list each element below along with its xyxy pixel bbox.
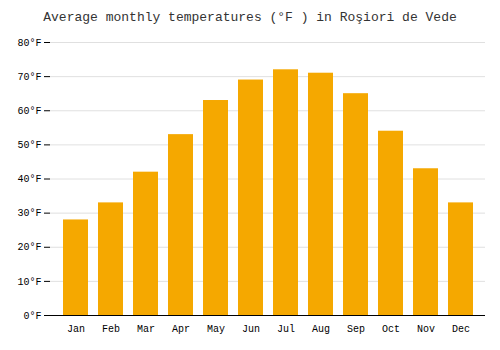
svg-text:Nov: Nov bbox=[417, 324, 435, 335]
svg-text:40°F: 40°F bbox=[17, 174, 41, 185]
svg-text:70°F: 70°F bbox=[17, 72, 41, 83]
svg-text:Jun: Jun bbox=[242, 324, 260, 335]
svg-text:60°F: 60°F bbox=[17, 106, 41, 117]
svg-text:80°F: 80°F bbox=[17, 38, 41, 49]
svg-text:50°F: 50°F bbox=[17, 140, 41, 151]
svg-text:30°F: 30°F bbox=[17, 208, 41, 219]
svg-text:Sep: Sep bbox=[347, 324, 365, 335]
svg-text:Dec: Dec bbox=[452, 324, 470, 335]
svg-text:Apr: Apr bbox=[172, 324, 190, 335]
svg-text:20°F: 20°F bbox=[17, 242, 41, 253]
svg-text:Aug: Aug bbox=[312, 324, 330, 335]
svg-text:Jan: Jan bbox=[67, 324, 85, 335]
svg-text:0°F: 0°F bbox=[23, 311, 41, 322]
svg-text:Feb: Feb bbox=[102, 324, 120, 335]
svg-text:Oct: Oct bbox=[382, 324, 400, 335]
svg-text:May: May bbox=[207, 324, 225, 335]
svg-text:10°F: 10°F bbox=[17, 277, 41, 288]
svg-text:Mar: Mar bbox=[137, 324, 155, 335]
html-text:Average monthly temperatures (: Average monthly temperatures (°F ) in Ro… bbox=[43, 10, 457, 25]
svg-text:Jul: Jul bbox=[277, 324, 295, 335]
